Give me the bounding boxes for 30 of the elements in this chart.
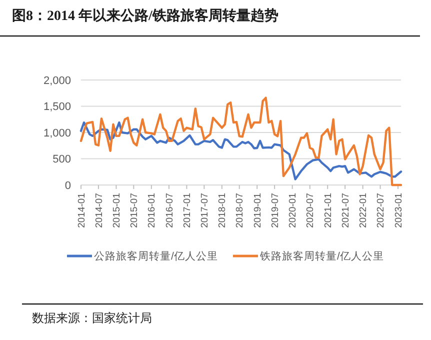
y-tick-label: 1,500: [43, 101, 71, 114]
y-tick-label: 500: [52, 154, 71, 166]
x-tick-label: 2021-07: [340, 193, 352, 228]
x-tick-label: 2022-07: [376, 193, 387, 228]
x-tick-label: 2014-01: [76, 193, 88, 228]
x-tick-label: 2017-07: [199, 193, 210, 228]
x-tick-label: 2019-01: [252, 193, 264, 228]
y-tick-label: 0: [64, 180, 71, 192]
x-tick-label: 2023-01: [393, 193, 404, 228]
x-tick-label: 2022-01: [358, 193, 370, 228]
x-tick-label: 2016-07: [164, 193, 176, 228]
x-tick-label: 2018-07: [234, 193, 246, 228]
y-tick-label: 1,000: [43, 127, 71, 140]
x-tick-label: 2018-01: [217, 193, 228, 228]
x-tick-label: 2020-01: [288, 193, 299, 228]
chart-title: 图8：2014 年以来公路/铁路旅客周转量趋势: [12, 7, 278, 24]
line-series: [80, 121, 402, 180]
x-tick-label: 2016-01: [146, 193, 158, 228]
x-tick-label: 2014-07: [94, 193, 105, 228]
x-tick-label: 2015-07: [128, 193, 140, 228]
x-tick-label: 2020-07: [305, 193, 316, 228]
x-tick-label: 2019-07: [270, 193, 281, 228]
legend-label: 公路旅客周转量/亿人公里: [94, 250, 218, 263]
source-note: 数据来源：国家统计局: [32, 311, 152, 325]
x-tick-label: 2017-01: [182, 193, 194, 228]
x-tick-label: 2021-01: [322, 193, 334, 228]
line-series: [80, 96, 402, 186]
x-tick-label: 2015-01: [112, 193, 123, 228]
y-tick-label: 2,000: [43, 74, 71, 87]
legend-label: 铁路旅客周转量/亿人公里: [259, 250, 384, 263]
